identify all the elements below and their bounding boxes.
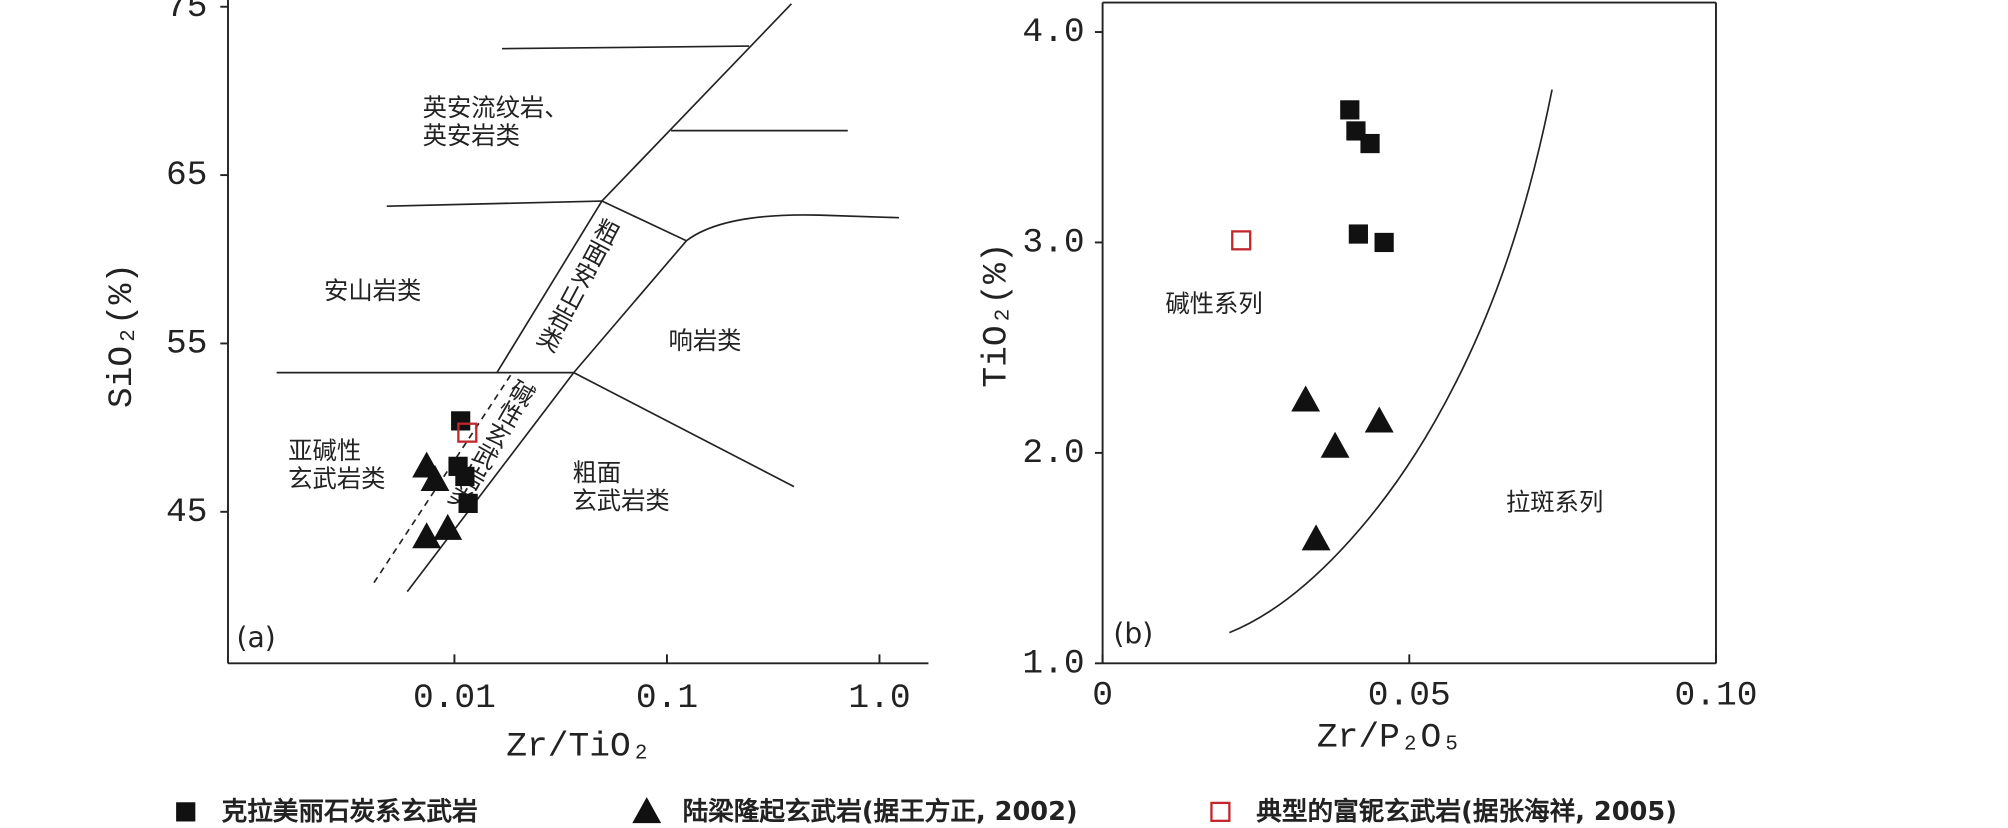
- x-tick-label: 0.10: [1674, 676, 1757, 715]
- y-axis-title: SiO₂(%): [103, 263, 142, 408]
- field-boundaries-b: [1229, 89, 1553, 634]
- legend-label: 陆梁隆起玄武岩(据王方正, 2002): [683, 796, 1078, 827]
- data-point: [1231, 230, 1252, 251]
- data-point: [1301, 524, 1331, 551]
- data-point: [1374, 232, 1394, 253]
- data-point: [455, 466, 475, 487]
- field-label: 拉斑系列: [1506, 487, 1603, 516]
- x-tick-label: 0: [1092, 676, 1113, 715]
- field-label: 玄武岩类: [572, 486, 669, 515]
- x-axis-title: Zr/P₂O₅: [1317, 719, 1462, 758]
- x-axis-title: Zr/TiO₂: [506, 728, 651, 767]
- data-point: [433, 513, 463, 540]
- field-label: 粗面安山岩类: [531, 213, 625, 356]
- data-point: [1291, 385, 1321, 412]
- field-boundaries-a: [276, 3, 900, 593]
- field-label: 响岩类: [668, 326, 741, 355]
- y-tick-label: 75: [166, 0, 207, 27]
- data-point: [412, 522, 442, 549]
- data-point: [1340, 100, 1360, 120]
- field-label: 碱性玄武岩类: [442, 374, 540, 515]
- field-label: 英安岩类: [423, 121, 520, 150]
- y-tick-label: 2.0: [1022, 434, 1084, 473]
- legend-marker: [1210, 801, 1231, 822]
- field-label: 安山岩类: [324, 276, 421, 305]
- y-axis-title: TiO₂(%): [977, 242, 1016, 387]
- field-label: 碱性系列: [1165, 289, 1262, 318]
- x-tick-label: 0.05: [1368, 676, 1451, 715]
- y-tick-label: 1.0: [1022, 644, 1084, 683]
- panel-label: (a): [237, 621, 276, 654]
- y-tick-label: 55: [166, 325, 207, 364]
- legend-marker: [176, 802, 196, 822]
- data-point: [1320, 431, 1350, 458]
- data-point: [457, 422, 478, 443]
- data-point: [458, 493, 478, 513]
- field-label: 英安流纹岩、: [423, 93, 569, 122]
- data-point: [451, 411, 471, 431]
- field-label: 玄武岩类: [288, 464, 385, 493]
- y-tick-label: 3.0: [1022, 224, 1084, 263]
- y-tick-label: 45: [166, 493, 207, 532]
- panel-label: (b): [1113, 617, 1153, 650]
- x-tick-label: 1.0: [848, 679, 910, 718]
- legend-marker: [632, 797, 662, 824]
- y-tick-label: 65: [166, 156, 207, 195]
- x-tick-label: 0.01: [413, 679, 496, 718]
- y-tick-label: 4.0: [1022, 13, 1084, 52]
- data-point: [1364, 406, 1394, 433]
- legend-label: 典型的富铌玄武岩(据张海祥, 2005): [1256, 796, 1677, 827]
- data-point: [420, 465, 450, 492]
- data-point: [1348, 224, 1368, 244]
- x-tick-label: 0.1: [636, 679, 698, 718]
- data-point: [1360, 133, 1380, 154]
- field-label: 亚碱性: [288, 436, 361, 465]
- field-label: 粗面: [572, 458, 621, 487]
- legend-label: 克拉美丽石炭系玄武岩: [222, 796, 478, 827]
- data-point: [1346, 121, 1366, 141]
